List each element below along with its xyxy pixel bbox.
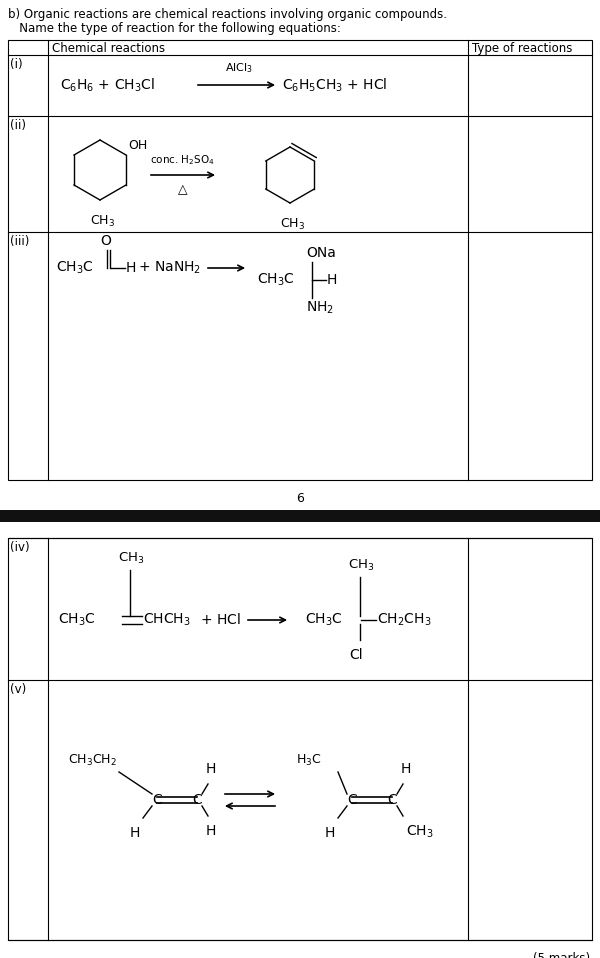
Bar <box>8 538 592 940</box>
Text: $\mathregular{CHCH_3}$: $\mathregular{CHCH_3}$ <box>143 612 191 628</box>
Text: C: C <box>192 793 202 807</box>
Text: (ii): (ii) <box>10 119 26 132</box>
Text: C: C <box>347 793 357 807</box>
Text: $\mathregular{NH_2}$: $\mathregular{NH_2}$ <box>306 300 334 316</box>
Text: $\mathregular{CH_3C}$: $\mathregular{CH_3C}$ <box>58 612 96 628</box>
Text: △: △ <box>178 183 188 196</box>
Text: conc. $\mathregular{H_2SO_4}$: conc. $\mathregular{H_2SO_4}$ <box>150 153 215 167</box>
Text: $\mathregular{AlCl_3}$: $\mathregular{AlCl_3}$ <box>225 61 253 75</box>
Text: (5 marks): (5 marks) <box>533 952 590 958</box>
Text: (v): (v) <box>10 683 26 696</box>
Text: OH: OH <box>128 139 147 152</box>
Text: $\mathregular{CH_3C}$: $\mathregular{CH_3C}$ <box>305 612 343 628</box>
Text: b) Organic reactions are chemical reactions involving organic compounds.: b) Organic reactions are chemical reacti… <box>8 8 447 21</box>
Text: H: H <box>206 824 216 838</box>
Text: C: C <box>387 793 397 807</box>
Text: $\mathregular{CH_2CH_3}$: $\mathregular{CH_2CH_3}$ <box>377 612 431 628</box>
Text: H: H <box>130 826 140 840</box>
Text: (iii): (iii) <box>10 235 29 248</box>
Text: $\mathregular{CH_3C}$: $\mathregular{CH_3C}$ <box>257 272 295 288</box>
Text: (i): (i) <box>10 58 23 71</box>
Text: H: H <box>126 261 136 275</box>
Text: $\mathregular{CH_3}$: $\mathregular{CH_3}$ <box>406 824 434 840</box>
Bar <box>0 510 600 522</box>
Text: H: H <box>327 273 337 287</box>
Text: Chemical reactions: Chemical reactions <box>52 42 165 55</box>
Text: Cl: Cl <box>349 648 363 662</box>
Text: $\mathregular{CH_3}$: $\mathregular{CH_3}$ <box>90 214 115 229</box>
Text: $+$ HCl: $+$ HCl <box>200 612 241 627</box>
Text: $\mathregular{C_6H_5CH_3}$ + HCl: $\mathregular{C_6H_5CH_3}$ + HCl <box>282 77 388 94</box>
Text: H: H <box>325 826 335 840</box>
Text: $\mathregular{C_6H_6}$ + $\mathregular{CH_3Cl}$: $\mathregular{C_6H_6}$ + $\mathregular{C… <box>60 77 155 94</box>
Text: O: O <box>101 234 112 248</box>
Text: $\mathregular{CH_3C}$: $\mathregular{CH_3C}$ <box>56 260 94 276</box>
Bar <box>8 40 592 480</box>
Text: Type of reactions: Type of reactions <box>472 42 572 55</box>
Text: ONa: ONa <box>306 246 336 260</box>
Text: C: C <box>152 793 162 807</box>
Text: $+\ \mathregular{NaNH_2}$: $+\ \mathregular{NaNH_2}$ <box>138 260 201 276</box>
Text: H: H <box>401 762 411 776</box>
Text: $\mathregular{CH_3}$: $\mathregular{CH_3}$ <box>348 558 374 573</box>
Text: $\mathregular{CH_3}$: $\mathregular{CH_3}$ <box>118 551 145 566</box>
Text: 6: 6 <box>296 492 304 505</box>
Text: (iv): (iv) <box>10 541 29 554</box>
Text: $\mathregular{H_3C}$: $\mathregular{H_3C}$ <box>296 753 322 768</box>
Text: H: H <box>206 762 216 776</box>
Text: Name the type of reaction for the following equations:: Name the type of reaction for the follow… <box>8 22 341 35</box>
Text: $\mathregular{CH_3CH_2}$: $\mathregular{CH_3CH_2}$ <box>68 753 117 768</box>
Text: $\mathregular{CH_3}$: $\mathregular{CH_3}$ <box>280 217 305 232</box>
